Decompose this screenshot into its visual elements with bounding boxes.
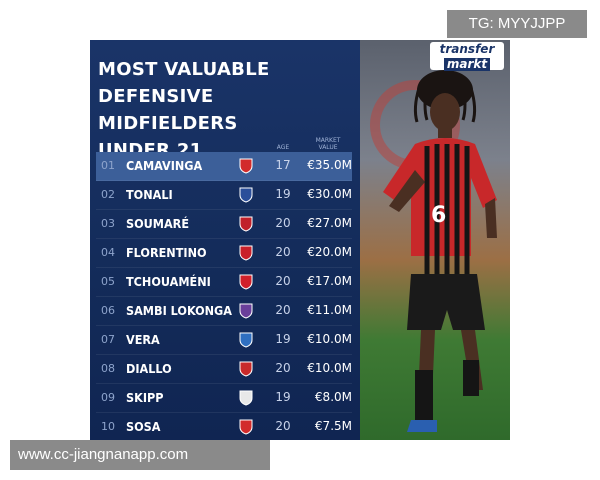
- transfermarkt-logo: transfer markt: [430, 42, 504, 71]
- market-value: €20.0M: [307, 245, 352, 259]
- player-name: SOUMARÉ: [126, 216, 190, 231]
- ranking-row: 05 TCHOUAMÉNI 20 €17.0M: [96, 268, 352, 297]
- player-name: CAMAVINGA: [126, 158, 203, 173]
- market-value: €8.0M: [314, 390, 352, 404]
- market-value: €35.0M: [307, 158, 352, 172]
- player-age: 17: [275, 158, 291, 172]
- club-crest-icon: [239, 274, 253, 290]
- player-name: TONALI: [126, 187, 173, 202]
- player-age: 20: [275, 303, 291, 317]
- player-age: 20: [275, 216, 291, 230]
- player-name: FLORENTINO: [126, 245, 207, 260]
- watermark-bottom: www.cc-jiangnanapp.com: [10, 440, 270, 470]
- player-age: 19: [275, 332, 291, 346]
- club-crest-icon: [239, 303, 253, 319]
- market-value: €7.5M: [314, 419, 352, 433]
- club-crest-icon: [239, 390, 253, 406]
- market-value-header: MARKET VALUE: [308, 137, 348, 151]
- player-age: 20: [275, 361, 291, 375]
- player-figure: 6: [383, 70, 497, 432]
- market-value-header-line-1: MARKET: [315, 137, 341, 144]
- player-name: SOSA: [126, 419, 161, 434]
- market-value: €11.0M: [307, 303, 352, 317]
- market-value: €17.0M: [307, 274, 352, 288]
- list-panel: [90, 40, 360, 440]
- ranking-list: 01 CAMAVINGA 17 €35.0M 02 TONALI 19 €30.0M 03 SOU…: [96, 152, 352, 440]
- club-crest-icon: [239, 332, 253, 348]
- rank-number: 03: [101, 217, 115, 230]
- player-age: 20: [275, 245, 291, 259]
- player-name: DIALLO: [126, 361, 172, 376]
- title-line-2: DEFENSIVE MIDFIELDERS: [98, 86, 238, 134]
- ranking-row: 02 TONALI 19 €30.0M: [96, 181, 352, 210]
- market-value-header-line-2: VALUE: [318, 144, 338, 151]
- ranking-row: 01 CAMAVINGA 17 €35.0M: [96, 152, 352, 181]
- rank-number: 02: [101, 188, 115, 201]
- player-age: 20: [275, 419, 291, 433]
- market-value: €30.0M: [307, 187, 352, 201]
- logo-line-2: markt: [443, 58, 491, 71]
- title-line-1: MOST VALUABLE: [98, 59, 270, 80]
- club-crest-icon: [239, 245, 253, 261]
- player-name: TCHOUAMÉNI: [126, 274, 211, 289]
- rank-number: 07: [101, 333, 115, 346]
- market-value: €27.0M: [307, 216, 352, 230]
- club-crest-icon: [239, 361, 253, 377]
- svg-text:6: 6: [431, 203, 446, 228]
- player-name: SAMBI LOKONGA: [126, 303, 232, 318]
- logo-line-1: transfer: [439, 42, 495, 56]
- player-name: VERA: [126, 332, 160, 347]
- age-header: AGE: [276, 144, 290, 151]
- page-title: MOST VALUABLE DEFENSIVE MIDFIELDERS UNDE…: [98, 56, 358, 164]
- ranking-row: 09 SKIPP 19 €8.0M: [96, 384, 352, 413]
- ranking-row: 08 DIALLO 20 €10.0M: [96, 355, 352, 384]
- ranking-row: 06 SAMBI LOKONGA 20 €11.0M: [96, 297, 352, 326]
- player-name: SKIPP: [126, 390, 164, 405]
- player-age: 19: [275, 390, 291, 404]
- rank-number: 08: [101, 362, 115, 375]
- rank-number: 10: [101, 420, 115, 433]
- rank-number: 09: [101, 391, 115, 404]
- market-value: €10.0M: [307, 332, 352, 346]
- player-age: 19: [275, 187, 291, 201]
- player-age: 20: [275, 274, 291, 288]
- ranking-card: 6 transfer markt MOST VALUABLE DEFENSIVE…: [90, 40, 510, 440]
- club-crest-icon: [239, 216, 253, 232]
- club-crest-icon: [239, 419, 253, 435]
- market-value: €10.0M: [307, 361, 352, 375]
- ranking-row: 07 VERA 19 €10.0M: [96, 326, 352, 355]
- club-crest-icon: [239, 187, 253, 203]
- ranking-row: 10 SOSA 20 €7.5M: [96, 413, 352, 440]
- watermark-top: TG: MYYJJPP: [447, 10, 587, 38]
- rank-number: 01: [101, 159, 115, 172]
- rank-number: 04: [101, 246, 115, 259]
- rank-number: 05: [101, 275, 115, 288]
- ranking-row: 03 SOUMARÉ 20 €27.0M: [96, 210, 352, 239]
- club-crest-icon: [239, 158, 253, 174]
- ranking-row: 04 FLORENTINO 20 €20.0M: [96, 239, 352, 268]
- rank-number: 06: [101, 304, 115, 317]
